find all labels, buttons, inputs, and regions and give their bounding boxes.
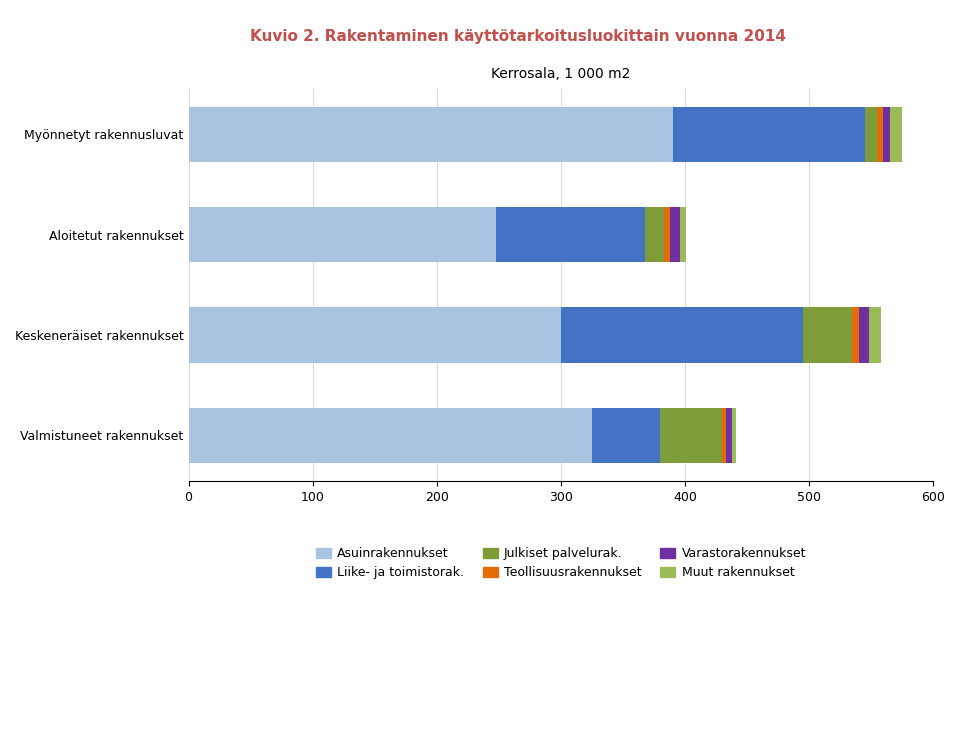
Bar xyxy=(663,207,670,262)
Bar xyxy=(188,107,673,161)
Text: Kuvio 2. Rakentaminen käyttötarkoitusluokittain vuonna 2014: Kuvio 2. Rakentaminen käyttötarkoitusluo… xyxy=(251,29,786,44)
Bar xyxy=(726,408,732,463)
Bar xyxy=(852,307,858,363)
Bar xyxy=(496,207,645,262)
Bar xyxy=(803,307,852,363)
Bar xyxy=(890,107,902,161)
Bar xyxy=(561,307,803,363)
Bar xyxy=(732,408,735,463)
Bar xyxy=(865,107,877,161)
Legend: Asuinrakennukset, Liike- ja toimistorak., Julkiset palvelurak., Teollisuusrakenn: Asuinrakennukset, Liike- ja toimistorak.… xyxy=(311,542,811,584)
Bar xyxy=(680,207,686,262)
Bar xyxy=(877,107,883,161)
Bar xyxy=(188,207,496,262)
Bar xyxy=(673,107,865,161)
Bar xyxy=(883,107,890,161)
Bar xyxy=(592,408,660,463)
Title: Kerrosala, 1 000 m2: Kerrosala, 1 000 m2 xyxy=(492,66,631,80)
Bar xyxy=(858,307,869,363)
Bar xyxy=(188,307,561,363)
Bar xyxy=(645,207,663,262)
Bar xyxy=(869,307,881,363)
Bar xyxy=(670,207,680,262)
Bar xyxy=(188,408,592,463)
Bar xyxy=(660,408,722,463)
Bar xyxy=(722,408,726,463)
